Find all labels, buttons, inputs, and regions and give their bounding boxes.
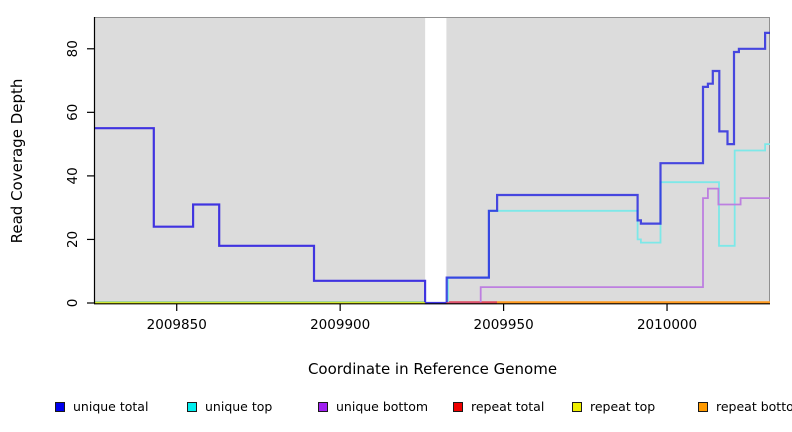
x-tick-label: 2009900 — [310, 317, 370, 333]
x-tick-label: 2010000 — [637, 317, 697, 333]
coverage-gap-band — [425, 18, 447, 303]
series-unique-total — [95, 31, 770, 305]
x-tick-label: 2009950 — [474, 317, 534, 333]
x-axis-title: Coordinate in Reference Genome — [307, 360, 558, 378]
y-tick-label: 40 — [65, 167, 81, 184]
y-tick-label: 20 — [65, 231, 81, 248]
y-tick-label: 60 — [65, 104, 81, 121]
y-tick-label: 80 — [65, 40, 81, 57]
y-axis-title: Read Coverage Depth — [8, 78, 26, 244]
x-tick-label: 2009850 — [147, 317, 207, 333]
y-tick-label: 0 — [65, 299, 81, 308]
panel-border — [95, 17, 770, 303]
